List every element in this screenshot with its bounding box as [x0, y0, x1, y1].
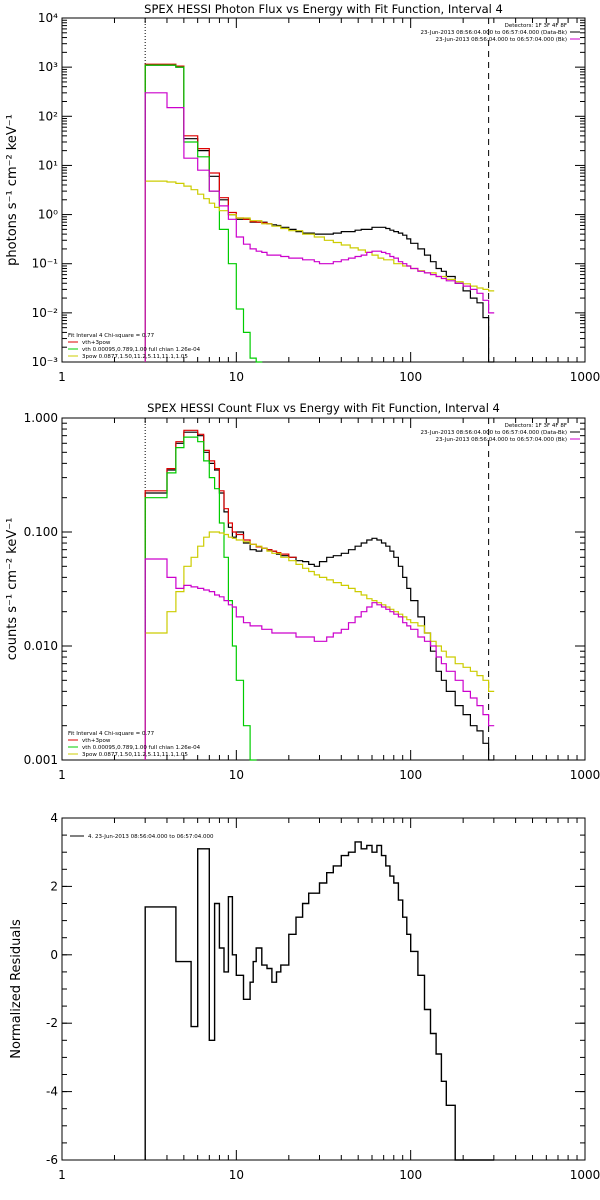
chart-title: SPEX HESSI Photon Flux vs Energy with Fi… [144, 2, 503, 16]
legend-entry: vth+3pow [82, 340, 111, 346]
x-tick-label: 1 [58, 370, 66, 384]
series-line-data-bk [144, 431, 495, 761]
x-tick-label: 100 [399, 1168, 422, 1182]
y-tick-label: 0.100 [24, 525, 58, 539]
y-tick-label: 10⁻² [32, 306, 59, 320]
y-tick-label: 10⁻³ [32, 355, 59, 369]
x-tick-label: 1000 [570, 370, 600, 384]
legend-entry: 23-Jun-2013 08:56:04.000 to 06:57:04.000… [421, 30, 567, 36]
y-tick-label: 0 [50, 948, 58, 962]
legend-entry: Detectors: 1F 3F 4F 8F [505, 423, 567, 429]
x-tick-label: 10 [229, 1168, 244, 1182]
y-axis-label: counts s⁻¹ cm⁻² keV⁻¹ [5, 518, 20, 661]
series-line-vth [144, 436, 257, 761]
y-tick-label: 0.001 [24, 753, 58, 767]
y-tick-label: 10² [38, 109, 58, 123]
y-tick-label: 10⁻¹ [32, 257, 59, 271]
legend-entry: vth 0.00095,0.789,1.00 full chian 1.26e-… [82, 347, 201, 353]
x-tick-label: 10 [229, 370, 244, 384]
x-tick-label: 1000 [570, 768, 600, 782]
chart-title: SPEX HESSI Count Flux vs Energy with Fit… [147, 401, 500, 415]
y-tick-label: 10⁰ [38, 208, 58, 222]
series-line-3pow [144, 531, 495, 760]
legend-entry: 3pow 0.0877,1.50,11.2,5.11,11.1,1.05 [82, 752, 188, 758]
x-tick-label: 100 [399, 768, 422, 782]
series-line-bk [144, 92, 495, 362]
y-tick-label: -2 [46, 1016, 58, 1030]
series-line-vth [144, 64, 263, 363]
y-tick-label: 1.000 [24, 411, 58, 425]
plot-frame [61, 817, 586, 1161]
y-tick-label: 4 [50, 811, 58, 825]
legend-entry: 3pow 0.0877,1.50,11.2,5.11,11.1,1.05 [82, 354, 188, 360]
y-tick-label: 10⁴ [38, 11, 58, 25]
legend-entry: vth+3pow [82, 738, 111, 744]
y-tick-label: 2 [50, 879, 58, 893]
chart-panel-2: SPEX HESSI Count Flux vs Energy with Fit… [5, 401, 600, 782]
y-tick-label: 10¹ [38, 158, 58, 172]
x-tick-label: 1 [58, 1168, 66, 1182]
plot-frame [61, 417, 586, 761]
plot-frame [61, 17, 586, 363]
y-tick-label: 0.010 [24, 639, 58, 653]
y-axis-label: photons s⁻¹ cm⁻² keV⁻¹ [5, 114, 20, 266]
legend-entry: 4. 23-Jun-2013 08:56:04.000 to 06:57:04.… [88, 834, 214, 840]
y-axis-label: Normalized Residuals [9, 919, 24, 1059]
y-tick-label: -4 [46, 1085, 58, 1099]
chart-panel-3: 1 10 100 1000 -6 -4 -2 0 2 4 Normalized Residuals 4… [9, 811, 600, 1182]
series-line-data-bk [144, 64, 495, 363]
y-tick-label: 10³ [38, 60, 58, 74]
legend-entry: 23-Jun-2013 08:56:04.000 to 06:57:04.000… [421, 430, 567, 436]
legend-entry: vth 0.00095,0.789,1.00 full chian 1.26e-… [82, 745, 201, 751]
y-tick-label: -6 [46, 1153, 58, 1167]
series-line-bk [144, 558, 495, 760]
legend-entry: Fit Interval 4 Chi-square = 0.77 [68, 333, 155, 339]
series-line-vth-3pow [144, 63, 273, 362]
x-tick-label: 100 [399, 370, 422, 384]
chart-panel-1: SPEX HESSI Photon Flux vs Energy with Fi… [5, 2, 600, 384]
x-tick-label: 1 [58, 768, 66, 782]
legend-entry: Fit Interval 4 Chi-square = 0.77 [68, 731, 155, 737]
legend-entry: 23-Jun-2013 08:56:04.000 to 06:57:04.000… [435, 437, 567, 443]
legend-entry: 23-Jun-2013 08:56:04.000 to 06:57:04.000… [435, 37, 567, 43]
series-line-3pow [144, 180, 495, 362]
x-tick-label: 10 [229, 768, 244, 782]
series-line-vth-3pow [144, 429, 297, 760]
series-line-residuals [144, 841, 495, 1161]
legend-entry: Detectors: 1F 3F 4F 8F [505, 23, 567, 29]
x-tick-label: 1000 [570, 1168, 600, 1182]
